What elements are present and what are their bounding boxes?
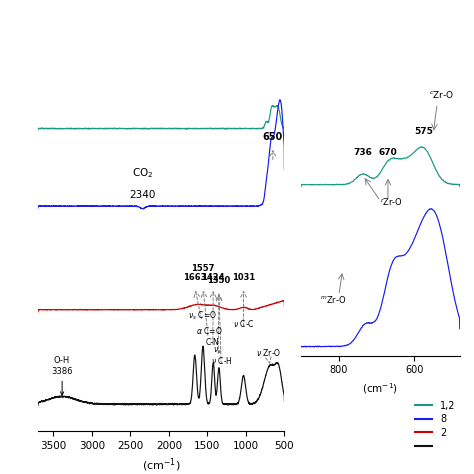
Text: 2340: 2340 bbox=[129, 190, 156, 200]
Text: $^c$Zr-O: $^c$Zr-O bbox=[429, 89, 455, 100]
Text: CO$_2$: CO$_2$ bbox=[132, 166, 154, 180]
X-axis label: (cm$^{-1}$): (cm$^{-1}$) bbox=[362, 381, 399, 396]
X-axis label: (cm$^{-1}$): (cm$^{-1}$) bbox=[142, 456, 181, 474]
Text: $\alpha$ C=O: $\alpha$ C=O bbox=[196, 325, 223, 336]
Text: $\nu$ C-C: $\nu$ C-C bbox=[233, 318, 255, 328]
Text: 1557: 1557 bbox=[191, 264, 215, 273]
Text: $\nu_s$: $\nu_s$ bbox=[213, 346, 222, 356]
Text: O-H
3386: O-H 3386 bbox=[51, 356, 73, 395]
Text: $^r$Zr-O: $^r$Zr-O bbox=[380, 196, 403, 208]
Text: $\nu$ C-H: $\nu$ C-H bbox=[211, 355, 232, 366]
Text: $\nu$ Zr-O: $\nu$ Zr-O bbox=[256, 347, 282, 358]
Text: 670: 670 bbox=[379, 147, 397, 156]
Text: $^m$Zr-O: $^m$Zr-O bbox=[320, 294, 346, 305]
Text: 650: 650 bbox=[263, 132, 283, 142]
Text: 736: 736 bbox=[354, 147, 373, 156]
Text: C-N: C-N bbox=[206, 337, 219, 346]
Text: 1031: 1031 bbox=[232, 273, 255, 282]
Text: 1663: 1663 bbox=[183, 273, 207, 282]
Text: $\nu_s$ C=O: $\nu_s$ C=O bbox=[188, 310, 217, 322]
Text: 1424: 1424 bbox=[201, 273, 225, 282]
Legend: 1,2, 8, 2, : 1,2, 8, 2, bbox=[411, 397, 460, 455]
Text: 1350: 1350 bbox=[207, 275, 230, 284]
Text: 575: 575 bbox=[414, 127, 433, 136]
